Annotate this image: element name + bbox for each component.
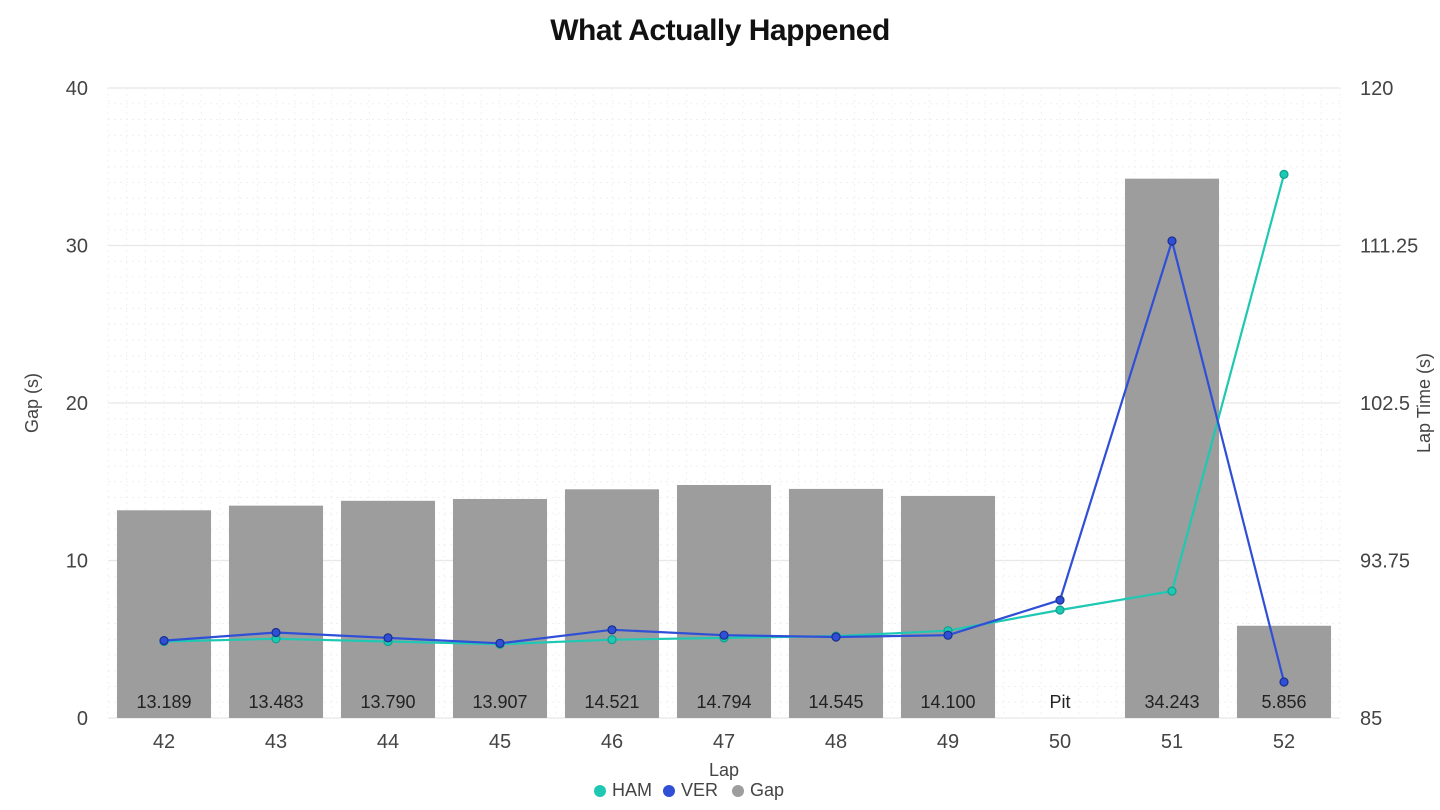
y-left-tick-label: 10 xyxy=(66,551,88,573)
marker-ham xyxy=(608,636,616,644)
x-tick-label: 43 xyxy=(265,731,287,753)
x-tick-label: 48 xyxy=(825,731,847,753)
marker-ham xyxy=(1168,587,1176,595)
legend-swatch xyxy=(732,785,744,797)
bar xyxy=(565,489,659,718)
bar-value-label: 13.483 xyxy=(248,692,303,712)
x-tick-label: 52 xyxy=(1273,731,1295,753)
bar xyxy=(453,499,547,718)
x-tick-label: 42 xyxy=(153,731,175,753)
legend-swatch xyxy=(594,785,606,797)
marker-ver xyxy=(608,626,616,634)
bar-value-label: 5.856 xyxy=(1261,692,1306,712)
x-tick-label: 45 xyxy=(489,731,511,753)
bar xyxy=(1125,179,1219,718)
bar xyxy=(229,506,323,718)
x-axis-label: Lap xyxy=(709,760,739,780)
bar-value-label: Pit xyxy=(1049,692,1070,712)
y-right-axis-label: Lap Time (s) xyxy=(1414,353,1434,453)
marker-ver xyxy=(1056,596,1064,604)
y-right-tick-label: 85 xyxy=(1360,708,1382,730)
y-left-tick-label: 0 xyxy=(77,708,88,730)
y-left-tick-label: 30 xyxy=(66,236,88,258)
marker-ver xyxy=(272,629,280,637)
bar-value-label: 13.790 xyxy=(360,692,415,712)
marker-ver xyxy=(160,637,168,645)
x-tick-label: 51 xyxy=(1161,731,1183,753)
marker-ver xyxy=(384,634,392,642)
x-tick-label: 44 xyxy=(377,731,399,753)
marker-ver xyxy=(832,633,840,641)
x-tick-label: 47 xyxy=(713,731,735,753)
bar-value-label: 14.100 xyxy=(920,692,975,712)
marker-ver xyxy=(944,631,952,639)
bar xyxy=(341,501,435,718)
bar xyxy=(789,489,883,718)
bar-value-label: 14.521 xyxy=(584,692,639,712)
y-left-axis-label: Gap (s) xyxy=(22,373,42,433)
bar-value-label: 14.545 xyxy=(808,692,863,712)
bar xyxy=(901,496,995,718)
x-tick-label: 49 xyxy=(937,731,959,753)
chart-container: What Actually Happened 13.189 13.483 13.790… xyxy=(0,0,1440,810)
legend-swatch xyxy=(663,785,675,797)
marker-ver xyxy=(1168,237,1176,245)
legend-label: HAM xyxy=(612,780,652,800)
marker-ver xyxy=(496,639,504,647)
x-tick-label: 50 xyxy=(1049,731,1071,753)
x-tick-label: 46 xyxy=(601,731,623,753)
bar xyxy=(117,510,211,718)
bar-value-label: 13.907 xyxy=(472,692,527,712)
y-right-tick-label: 120 xyxy=(1360,78,1393,100)
chart-title: What Actually Happened xyxy=(550,14,890,47)
bar-value-label: 13.189 xyxy=(136,692,191,712)
marker-ham xyxy=(1280,170,1288,178)
marker-ham xyxy=(1056,606,1064,614)
bar-value-label: 14.794 xyxy=(696,692,751,712)
legend-label: VER xyxy=(681,780,718,800)
legend: HAM VER Gap xyxy=(594,780,784,800)
y-left-tick-label: 40 xyxy=(66,78,88,100)
marker-ver xyxy=(1280,678,1288,686)
marker-ver xyxy=(720,631,728,639)
bar-value-label: 34.243 xyxy=(1144,692,1199,712)
y-left-tick-label: 20 xyxy=(66,393,88,415)
y-right-tick-label: 93.75 xyxy=(1360,551,1410,573)
y-right-tick-label: 111.25 xyxy=(1360,236,1418,258)
bar xyxy=(677,485,771,718)
chart-svg: What Actually Happened 13.189 13.483 13.790… xyxy=(0,0,1440,810)
y-right-tick-label: 102.5 xyxy=(1360,393,1410,415)
legend-label: Gap xyxy=(750,780,784,800)
